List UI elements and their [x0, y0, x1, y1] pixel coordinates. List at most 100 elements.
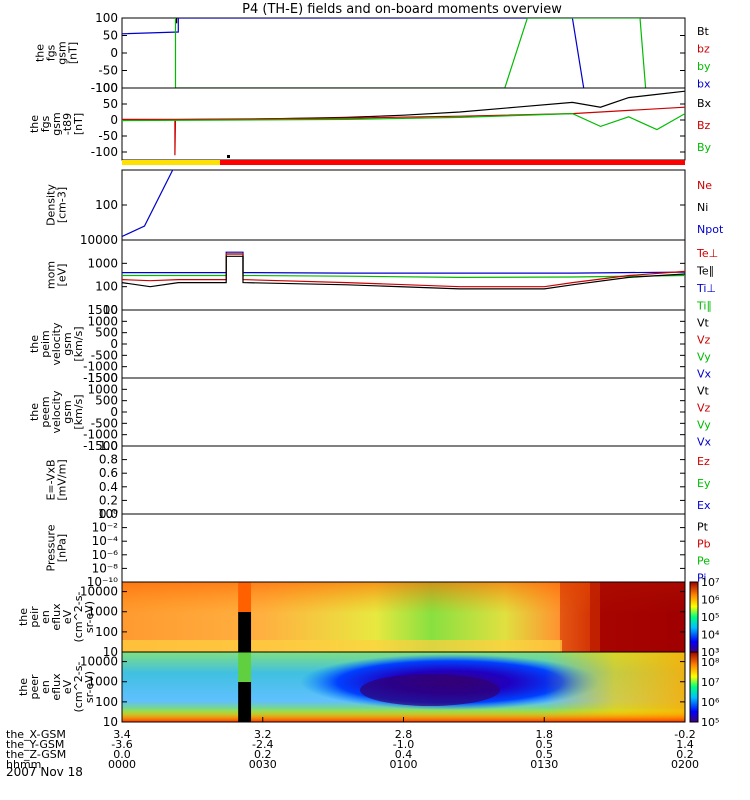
e-vxb-ytick-label: 0.2: [99, 493, 118, 507]
peer-spectrogram-ytick-label: 100: [95, 695, 118, 709]
xtick-4-1: 1.4: [676, 738, 694, 751]
fgs-t89-ytick-label: 50: [103, 97, 118, 111]
peem-velocity-ytick-label: 1000: [87, 382, 118, 396]
legend-temperature-0: Te⊥: [696, 247, 718, 260]
density-frame: [121, 169, 686, 241]
temperature-ytick-label: 1000: [87, 256, 118, 270]
xrow-label-2: the_Z-GSM: [6, 748, 66, 761]
peir-spectrogram-data-gap: [238, 612, 252, 652]
svg-text:peer: peer: [28, 674, 41, 700]
xtick-2-2: 0.4: [395, 748, 413, 761]
legend-fgs-2: by: [697, 60, 711, 73]
peer-spectrogram-colorbar: [689, 651, 699, 723]
peim-velocity-frame: [121, 309, 686, 379]
legend-temperature-1: Te∥: [696, 264, 714, 277]
svg-text:-t89: -t89: [61, 113, 74, 135]
svg-text:[km/s]: [km/s]: [72, 326, 85, 361]
legend-density-0: Ne: [697, 179, 712, 192]
peir-spectrogram-colorbar-label: 10⁴: [701, 629, 720, 642]
mode-flag-bar: [122, 155, 685, 165]
svg-text:en: en: [39, 610, 52, 624]
peem-velocity-ytick-label: -1000: [83, 428, 118, 442]
svg-text:[nPa]: [nPa]: [56, 534, 69, 562]
series-fgs-t89-Bz: [122, 106, 685, 156]
svg-text:Density: Density: [45, 184, 58, 226]
fgs-t89-ytick-label: -100: [91, 145, 118, 159]
svg-text:eV: eV: [61, 609, 74, 624]
peem-velocity-frame: [121, 377, 686, 447]
svg-text:[eV]: [eV]: [56, 264, 69, 287]
legend-fgs-1: bz: [697, 42, 710, 55]
legend-pressure-0: Pt: [697, 521, 709, 534]
xtick-3-2: 0.5: [536, 748, 554, 761]
peir-spectrogram-colorbar-label: 10³: [701, 646, 719, 659]
svg-text:gsm: gsm: [50, 112, 63, 135]
peir-spectrogram-colorbar-label: 10⁶: [701, 594, 720, 607]
peer-spectrogram-image: [122, 652, 685, 722]
xrow-label-3: hhmm: [6, 758, 41, 771]
peer-spectrogram-colorbar-label: 10⁶: [701, 696, 720, 709]
legend-density-1: Ni: [697, 201, 708, 214]
legend-fgs-t89-1: Bz: [697, 119, 711, 132]
legend-e-vxb-0: Ez: [697, 455, 710, 468]
xtick-2-3: 0100: [390, 758, 418, 771]
svg-text:[mV/m]: [mV/m]: [56, 459, 69, 500]
svg-text:velocity: velocity: [50, 390, 63, 433]
peem-velocity-ytick-label: -1500: [83, 439, 118, 453]
panel-peem-velocity: 150010005000-500-1000-1500thepeemvelocit…: [28, 371, 712, 453]
peir-spectrogram-ytick-label: 10000: [80, 585, 118, 599]
fgs-ytick-label: 100: [95, 11, 118, 25]
series-fgs-t89-Bx: [122, 90, 685, 121]
legend-fgs-0: Bt: [697, 25, 710, 38]
svg-text:gsm: gsm: [61, 400, 74, 423]
temperature-ylabel: mom[eV]: [45, 261, 69, 289]
svg-text:(cm^2-s-: (cm^2-s-: [72, 592, 85, 643]
svg-text:[nT]: [nT]: [67, 42, 80, 64]
xtick-1-3: 0030: [249, 758, 277, 771]
series-temperature-Ti⊥: [122, 251, 685, 274]
legend-peim-velocity-1: Vz: [697, 334, 711, 347]
svg-text:sr-eV): sr-eV): [83, 601, 96, 633]
peer-spectrogram-colorbar-label: 10⁸: [701, 656, 720, 669]
svg-text:the: the: [28, 403, 41, 421]
xrow-label-0: the_X-GSM: [6, 728, 66, 741]
panel-peir-spectrogram: 10000 1000 100 10 thepeirenefluxeV(cm^2-s-sr…: [17, 576, 720, 659]
peer-spectrogram-colorbar-label: 10⁷: [701, 676, 719, 689]
peem-velocity-ytick-label: 0: [110, 405, 118, 419]
fgs-frame: [121, 17, 686, 89]
fgs-ytick-label: 50: [103, 29, 118, 43]
peer-spectrogram-colorbar-label: 10⁵: [701, 716, 719, 729]
fgs-ytick-label: 0: [110, 46, 118, 60]
x-axis-labels: 3.4-3.60.000003.2-2.40.200302.8-1.00.401…: [6, 717, 699, 771]
fgs-t89-ytick-label: 0: [110, 113, 118, 127]
svg-text:peir: peir: [28, 606, 41, 628]
pressure-ytick-label: 10⁻⁸: [92, 561, 119, 575]
series-fgs-by: [174, 18, 647, 88]
peir-spectrogram-colorbar-label: 10⁷: [701, 576, 719, 589]
xrow-label-1: the_Y-GSM: [6, 738, 64, 751]
svg-text:en: en: [39, 680, 52, 694]
svg-text:peem: peem: [39, 396, 52, 427]
xtick-1-1: -2.4: [252, 738, 273, 751]
series-temperature-Te⊥: [122, 253, 685, 288]
fgs-ytick-label: -100: [91, 81, 118, 95]
peim-velocity-ytick-label: 500: [95, 326, 118, 340]
legend-pressure-2: Pe: [697, 555, 710, 568]
legend-peem-velocity-2: Vy: [697, 419, 711, 432]
legend-fgs-3: bx: [697, 77, 711, 90]
panel-e-vxb: 1.00.80.60.40.20.0 E=-VxB[mV/m] Ez Ey Ex: [45, 439, 711, 521]
legend-e-vxb-1: Ey: [697, 477, 711, 490]
peer-spectrogram-data-gap: [238, 682, 252, 722]
peir-spectrogram-ytick-label: 10: [103, 645, 118, 659]
series-fgs-bx: [122, 18, 585, 88]
peer-spectrogram-ytick-label: 1000: [87, 675, 118, 689]
peim-velocity-ytick-label: -1000: [83, 360, 118, 374]
peim-velocity-ytick-label: 1000: [87, 314, 118, 328]
pressure-ytick-label: 10⁻⁶: [92, 548, 119, 562]
svg-text:eflux: eflux: [50, 673, 63, 701]
date-label: 2007 Nov 18: [6, 765, 83, 779]
legend-peem-velocity-0: Vt: [697, 385, 710, 398]
